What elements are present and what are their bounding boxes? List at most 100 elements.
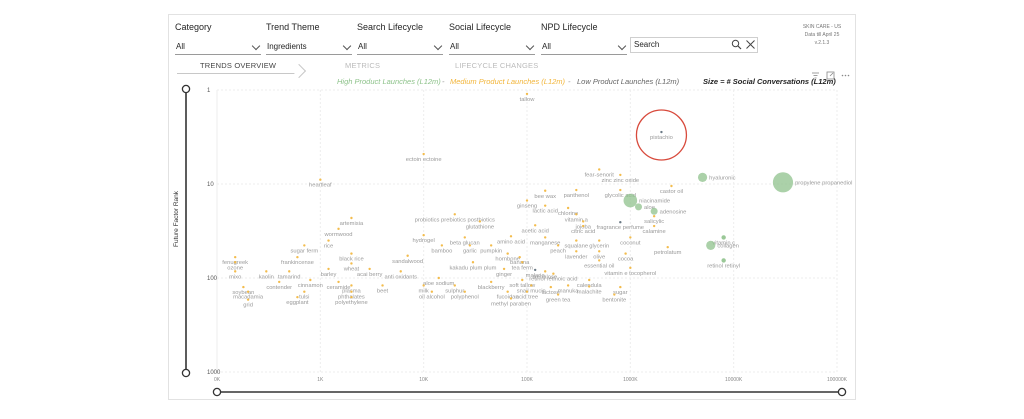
data-point[interactable] xyxy=(660,130,663,134)
data-point[interactable] xyxy=(530,284,533,287)
data-point[interactable] xyxy=(556,244,560,247)
data-point[interactable] xyxy=(381,284,384,287)
data-point[interactable] xyxy=(772,172,794,193)
social-lifecycle-filter[interactable]: Social Lifecycle All xyxy=(449,22,535,62)
data-point[interactable] xyxy=(721,235,726,240)
data-point[interactable] xyxy=(327,267,330,271)
category-select[interactable]: All xyxy=(175,39,261,55)
category-filter[interactable]: Category All xyxy=(175,22,261,62)
data-point[interactable] xyxy=(468,244,472,247)
data-point[interactable] xyxy=(619,188,622,192)
data-point[interactable] xyxy=(619,173,622,177)
data-point[interactable] xyxy=(319,178,322,181)
data-point[interactable] xyxy=(629,236,632,239)
focus-mode-icon[interactable] xyxy=(826,71,835,80)
data-point[interactable] xyxy=(624,252,627,255)
data-point[interactable] xyxy=(721,258,726,263)
data-point[interactable] xyxy=(543,204,547,207)
y-range-slider-handle-bottom[interactable] xyxy=(181,368,191,378)
data-point[interactable] xyxy=(406,254,409,257)
search-lifecycle-select[interactable]: All xyxy=(357,39,443,55)
data-point[interactable] xyxy=(506,290,509,293)
data-point[interactable] xyxy=(309,278,312,282)
data-point[interactable] xyxy=(613,293,616,296)
data-point[interactable] xyxy=(296,255,299,259)
data-point[interactable] xyxy=(635,203,643,211)
data-point[interactable] xyxy=(566,206,570,210)
search-box[interactable]: Search xyxy=(630,37,758,53)
data-point[interactable] xyxy=(509,235,513,238)
data-point[interactable] xyxy=(368,267,371,271)
data-point[interactable] xyxy=(327,239,330,242)
data-point[interactable] xyxy=(422,152,425,156)
data-point[interactable] xyxy=(506,252,509,255)
data-point[interactable] xyxy=(706,240,716,251)
data-point[interactable] xyxy=(575,213,578,216)
data-point[interactable] xyxy=(623,193,638,208)
data-point[interactable] xyxy=(233,255,237,259)
y-range-slider-handle-top[interactable] xyxy=(181,84,191,94)
data-point[interactable] xyxy=(697,172,708,182)
data-point[interactable] xyxy=(471,261,475,264)
npd-lifecycle-filter[interactable]: NPD Lifecycle All xyxy=(541,22,627,62)
data-point[interactable] xyxy=(525,92,529,96)
data-point[interactable] xyxy=(521,278,524,282)
trend-theme-select[interactable]: Ingredients xyxy=(266,39,352,55)
data-point[interactable] xyxy=(350,284,353,287)
data-point[interactable] xyxy=(575,250,578,253)
data-point[interactable] xyxy=(575,239,578,242)
data-point[interactable] xyxy=(525,290,529,293)
data-point[interactable] xyxy=(552,272,555,275)
data-point[interactable] xyxy=(543,189,547,192)
data-point[interactable] xyxy=(533,224,537,227)
data-point[interactable] xyxy=(233,270,237,273)
social-lifecycle-select[interactable]: All xyxy=(449,39,535,55)
search-lifecycle-filter[interactable]: Search Lifecycle All xyxy=(357,22,443,62)
x-range-slider-handle-left[interactable] xyxy=(212,387,222,397)
data-point[interactable] xyxy=(489,244,493,247)
data-point[interactable] xyxy=(453,213,456,216)
data-point[interactable] xyxy=(619,285,622,289)
x-range-slider-handle-right[interactable] xyxy=(837,387,847,397)
data-point[interactable] xyxy=(521,261,524,264)
search-icon[interactable] xyxy=(731,39,742,50)
data-point[interactable] xyxy=(430,290,434,293)
data-point[interactable] xyxy=(543,236,547,239)
data-point[interactable] xyxy=(566,284,570,287)
data-point[interactable] xyxy=(337,227,340,231)
data-point[interactable] xyxy=(233,261,237,264)
npd-lifecycle-select[interactable]: All xyxy=(541,39,627,55)
data-point[interactable] xyxy=(246,290,250,293)
filter-icon[interactable] xyxy=(811,71,820,80)
data-point[interactable] xyxy=(265,270,268,273)
data-point[interactable] xyxy=(598,259,601,262)
trend-theme-filter[interactable]: Trend Theme Ingredients xyxy=(266,22,352,62)
data-point[interactable] xyxy=(296,295,299,299)
data-point[interactable] xyxy=(650,207,658,215)
data-point[interactable] xyxy=(509,297,513,300)
data-point[interactable] xyxy=(463,236,466,239)
data-point[interactable] xyxy=(350,216,353,220)
data-point[interactable] xyxy=(453,284,456,287)
data-point[interactable] xyxy=(598,250,601,253)
data-point[interactable] xyxy=(478,220,482,223)
data-point[interactable] xyxy=(598,239,601,242)
data-point[interactable] xyxy=(422,233,425,237)
clear-icon[interactable] xyxy=(745,39,756,50)
data-point[interactable] xyxy=(619,221,622,224)
data-point[interactable] xyxy=(575,188,578,192)
data-point[interactable] xyxy=(588,278,591,282)
data-point[interactable] xyxy=(629,266,632,270)
data-point[interactable] xyxy=(549,285,553,289)
data-point[interactable] xyxy=(303,244,306,247)
data-point[interactable] xyxy=(350,290,353,293)
data-point[interactable] xyxy=(533,268,537,272)
data-point[interactable] xyxy=(598,168,601,171)
tab-trends-overview[interactable]: TRENDS OVERVIEW xyxy=(200,61,277,70)
data-point[interactable] xyxy=(399,270,402,273)
tab-metrics[interactable]: METRICS xyxy=(345,61,381,70)
data-point[interactable] xyxy=(246,298,250,301)
data-point[interactable] xyxy=(502,267,506,271)
data-point[interactable] xyxy=(437,276,440,280)
data-point[interactable] xyxy=(582,220,585,223)
